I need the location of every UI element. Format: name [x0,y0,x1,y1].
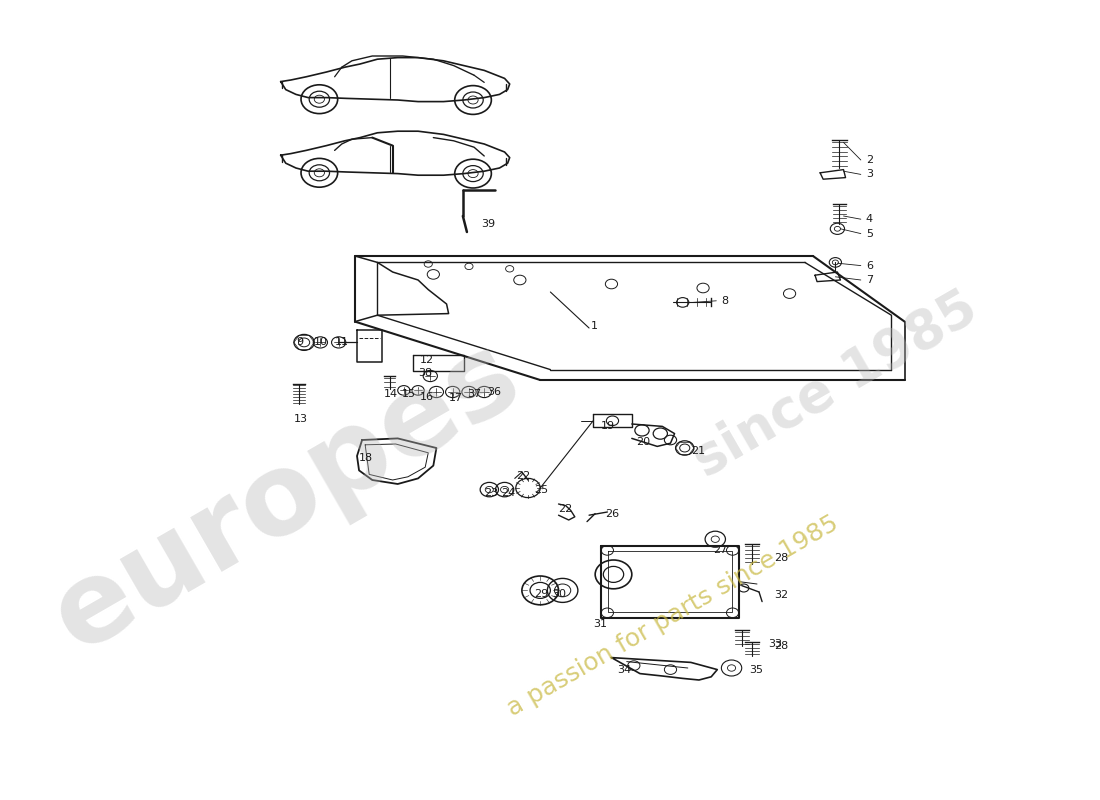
Text: 37: 37 [466,389,481,398]
Text: 34: 34 [617,666,631,675]
Text: 15: 15 [402,389,416,398]
Text: 8: 8 [722,296,728,306]
Text: 22: 22 [559,504,573,514]
Text: 3: 3 [866,170,873,179]
Text: 19: 19 [602,421,615,430]
Text: 6: 6 [866,261,873,270]
Text: 10: 10 [315,338,328,347]
Text: 17: 17 [449,394,463,403]
Text: 28: 28 [774,554,789,563]
Text: 4: 4 [866,214,873,224]
Text: 26: 26 [605,509,619,518]
Text: 20: 20 [636,437,650,446]
Circle shape [726,546,739,555]
Text: 12: 12 [420,355,434,365]
Circle shape [726,608,739,618]
Text: 25: 25 [535,485,548,494]
Text: 35: 35 [749,666,763,675]
Text: 7: 7 [866,275,873,285]
Text: 5: 5 [866,229,873,238]
Text: 24: 24 [502,488,516,498]
Text: 22: 22 [516,471,530,481]
Text: 33: 33 [768,639,782,649]
Text: 21: 21 [691,446,705,456]
Text: 30: 30 [552,589,567,598]
Text: 29: 29 [535,589,549,598]
Text: a passion for parts since 1985: a passion for parts since 1985 [503,511,843,721]
Text: 1: 1 [591,322,598,331]
Circle shape [602,608,614,618]
Text: europes: europes [33,318,539,674]
Text: 18: 18 [359,453,373,462]
Text: 2: 2 [866,155,873,165]
Text: 36: 36 [487,387,502,397]
Text: 28: 28 [774,642,789,651]
Circle shape [653,428,668,439]
Text: 39: 39 [481,219,495,229]
Text: since 1985: since 1985 [684,282,987,486]
Text: 27: 27 [713,546,727,555]
Text: 16: 16 [420,392,434,402]
Circle shape [635,425,649,436]
Text: 31: 31 [593,619,607,629]
Text: 11: 11 [334,338,349,347]
Text: 38: 38 [418,368,432,378]
Text: 14: 14 [384,389,397,398]
Circle shape [602,546,614,555]
Text: 13: 13 [294,414,308,424]
Text: 23: 23 [484,488,498,498]
Text: 9: 9 [296,338,304,347]
Text: 32: 32 [774,590,789,600]
